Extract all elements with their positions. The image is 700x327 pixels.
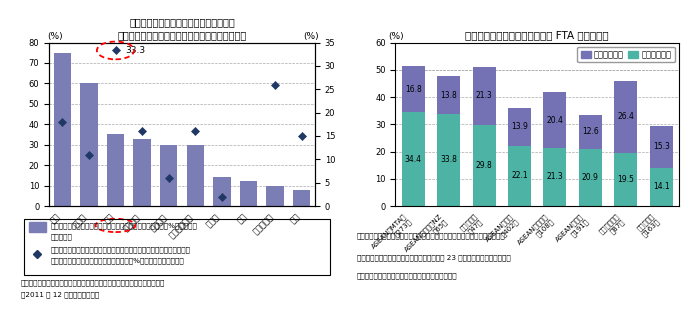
Text: 中期的（今後３年程度）有望事業展開先国・地域（得票率（%）、複数回: 中期的（今後３年程度）有望事業展開先国・地域（得票率（%）、複数回 [51, 223, 198, 229]
Text: 企業で有望理由を回答した企業の得票率（%）、複数回答）：右軸: 企業で有望理由を回答した企業の得票率（%）、複数回答）：右軸 [51, 257, 185, 264]
Bar [543, 148, 566, 206]
Text: 資料：日本貿易振興機構（ジェトロ）「平成 23 年度日本企業の海外事業展: 資料：日本貿易振興機構（ジェトロ）「平成 23 年度日本企業の海外事業展 [357, 254, 511, 261]
Text: 21.3: 21.3 [547, 172, 564, 181]
Text: 第三国輸出拠点としての魅力が有望理由（当該国・地域を有望と選んだ: 第三国輸出拠点としての魅力が有望理由（当該国・地域を有望と選んだ [51, 247, 191, 253]
Text: (%): (%) [48, 32, 63, 41]
Text: 34.4: 34.4 [405, 155, 421, 164]
Text: 備考：括弧内の数字は、それぞれの国・地域間で貿易を行っている企業数。: 備考：括弧内の数字は、それぞれの国・地域間で貿易を行っている企業数。 [357, 233, 505, 239]
Bar [508, 108, 531, 146]
Text: 12.6: 12.6 [582, 128, 598, 136]
Text: 33.3: 33.3 [125, 46, 145, 55]
Bar [579, 149, 602, 206]
Bar [650, 126, 673, 167]
Bar [134, 139, 150, 206]
Text: 13.9: 13.9 [511, 122, 528, 131]
Bar [543, 92, 566, 148]
Bar [473, 125, 496, 206]
Bar [473, 67, 496, 125]
Legend: 利用を検討中, 利用している: 利用を検討中, 利用している [578, 47, 675, 62]
Text: (%): (%) [303, 32, 319, 41]
Bar [650, 167, 673, 206]
Bar [508, 146, 531, 206]
Bar [107, 134, 124, 206]
Text: 29.8: 29.8 [476, 161, 493, 170]
Text: 16.8: 16.8 [405, 85, 421, 94]
Title: 我が国製造業企業が選ぶ有望投資先国・
地域とその第三国輸出拠点としての魅力について: 我が国製造業企業が選ぶ有望投資先国・ 地域とその第三国輸出拠点としての魅力につい… [118, 17, 246, 40]
Bar [160, 145, 177, 206]
Title: 我が国企業の発効済み第三国間 FTA の利用状況: 我が国企業の発効済み第三国間 FTA の利用状況 [466, 30, 609, 40]
Text: 21.3: 21.3 [476, 91, 493, 100]
Bar [437, 114, 460, 206]
Text: 26.4: 26.4 [617, 112, 634, 121]
Text: (%): (%) [389, 32, 404, 41]
Text: 答）：左軸: 答）：左軸 [51, 233, 73, 240]
Text: 19.5: 19.5 [617, 175, 634, 184]
Bar [80, 83, 97, 206]
Bar [615, 153, 638, 206]
Bar [615, 81, 638, 153]
Bar [402, 112, 425, 206]
Text: 13.8: 13.8 [440, 91, 457, 100]
Bar [214, 177, 230, 206]
Bar [402, 66, 425, 112]
Bar [293, 190, 310, 206]
Bar [187, 145, 204, 206]
Text: 15.3: 15.3 [653, 142, 670, 151]
Bar [579, 115, 602, 149]
Text: （2011 年 12 月）」から作成。: （2011 年 12 月）」から作成。 [21, 291, 99, 298]
Text: 開に関するアンケート調査概要」から作成。: 開に関するアンケート調査概要」から作成。 [357, 272, 458, 279]
Text: 22.1: 22.1 [511, 171, 528, 181]
Text: 20.9: 20.9 [582, 173, 598, 182]
Bar [54, 53, 71, 206]
Text: 20.4: 20.4 [547, 116, 564, 125]
Bar [240, 181, 257, 206]
Text: 資料：国際協力銀行「わが国製造業企業の海外事業展開に関する調査報告: 資料：国際協力銀行「わが国製造業企業の海外事業展開に関する調査報告 [21, 280, 165, 286]
Text: 14.1: 14.1 [653, 182, 670, 191]
Bar [267, 185, 284, 206]
Bar [29, 222, 46, 232]
Text: 33.8: 33.8 [440, 155, 457, 164]
Bar [437, 76, 460, 114]
